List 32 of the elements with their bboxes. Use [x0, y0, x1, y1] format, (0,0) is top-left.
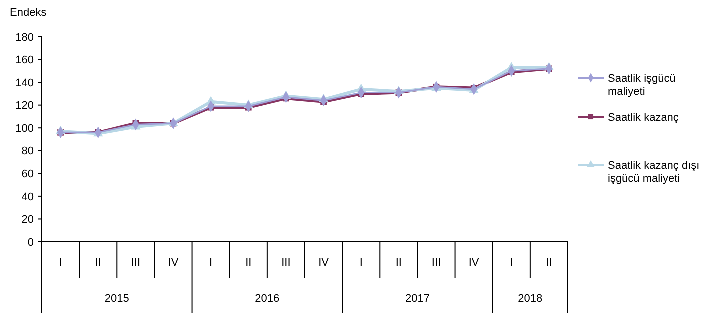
legend-label: Saatlik işgücü maliyeti	[608, 72, 676, 98]
x-tick-label: IV	[468, 256, 480, 269]
text: 2016	[255, 292, 280, 305]
y-tick-label: 80	[22, 146, 34, 158]
x-tick-label: IV	[168, 256, 180, 269]
x-tick-label: IV	[318, 256, 330, 269]
y-tick-label: 180	[16, 32, 34, 44]
x-tick-label: I	[510, 256, 514, 269]
x-tick-label: I	[59, 256, 62, 269]
y-tick-label: 100	[16, 122, 34, 135]
text: 2017	[405, 292, 430, 305]
y-tick-label: 20	[22, 214, 34, 226]
x-tick-label: III	[131, 256, 141, 269]
legend-label: Saatlik kazanç	[608, 112, 680, 124]
y-tick-label: 120	[16, 100, 34, 112]
x-tick-label: II	[396, 256, 402, 269]
text: 2015	[104, 292, 130, 305]
legend-label: Saatlik kazanç dışı işgücü maliyeti	[608, 160, 700, 186]
y-tick-label: 40	[22, 191, 34, 204]
y-axis-title: Endeks	[10, 7, 48, 19]
y-tick-label: 140	[16, 77, 34, 90]
x-tick-label: III	[432, 256, 442, 269]
y-tick-label: 160	[16, 54, 34, 67]
x-tick-label: II	[246, 256, 252, 269]
x-tick-label: I	[210, 256, 213, 269]
y-tick-label: 0	[28, 236, 34, 249]
y-tick-label: 60	[22, 168, 34, 181]
x-tick-label: II	[95, 256, 102, 269]
x-tick-label: I	[360, 256, 363, 269]
x-tick-label: II	[546, 256, 552, 269]
x-tick-label: III	[282, 256, 291, 269]
text: 2018	[518, 292, 543, 305]
